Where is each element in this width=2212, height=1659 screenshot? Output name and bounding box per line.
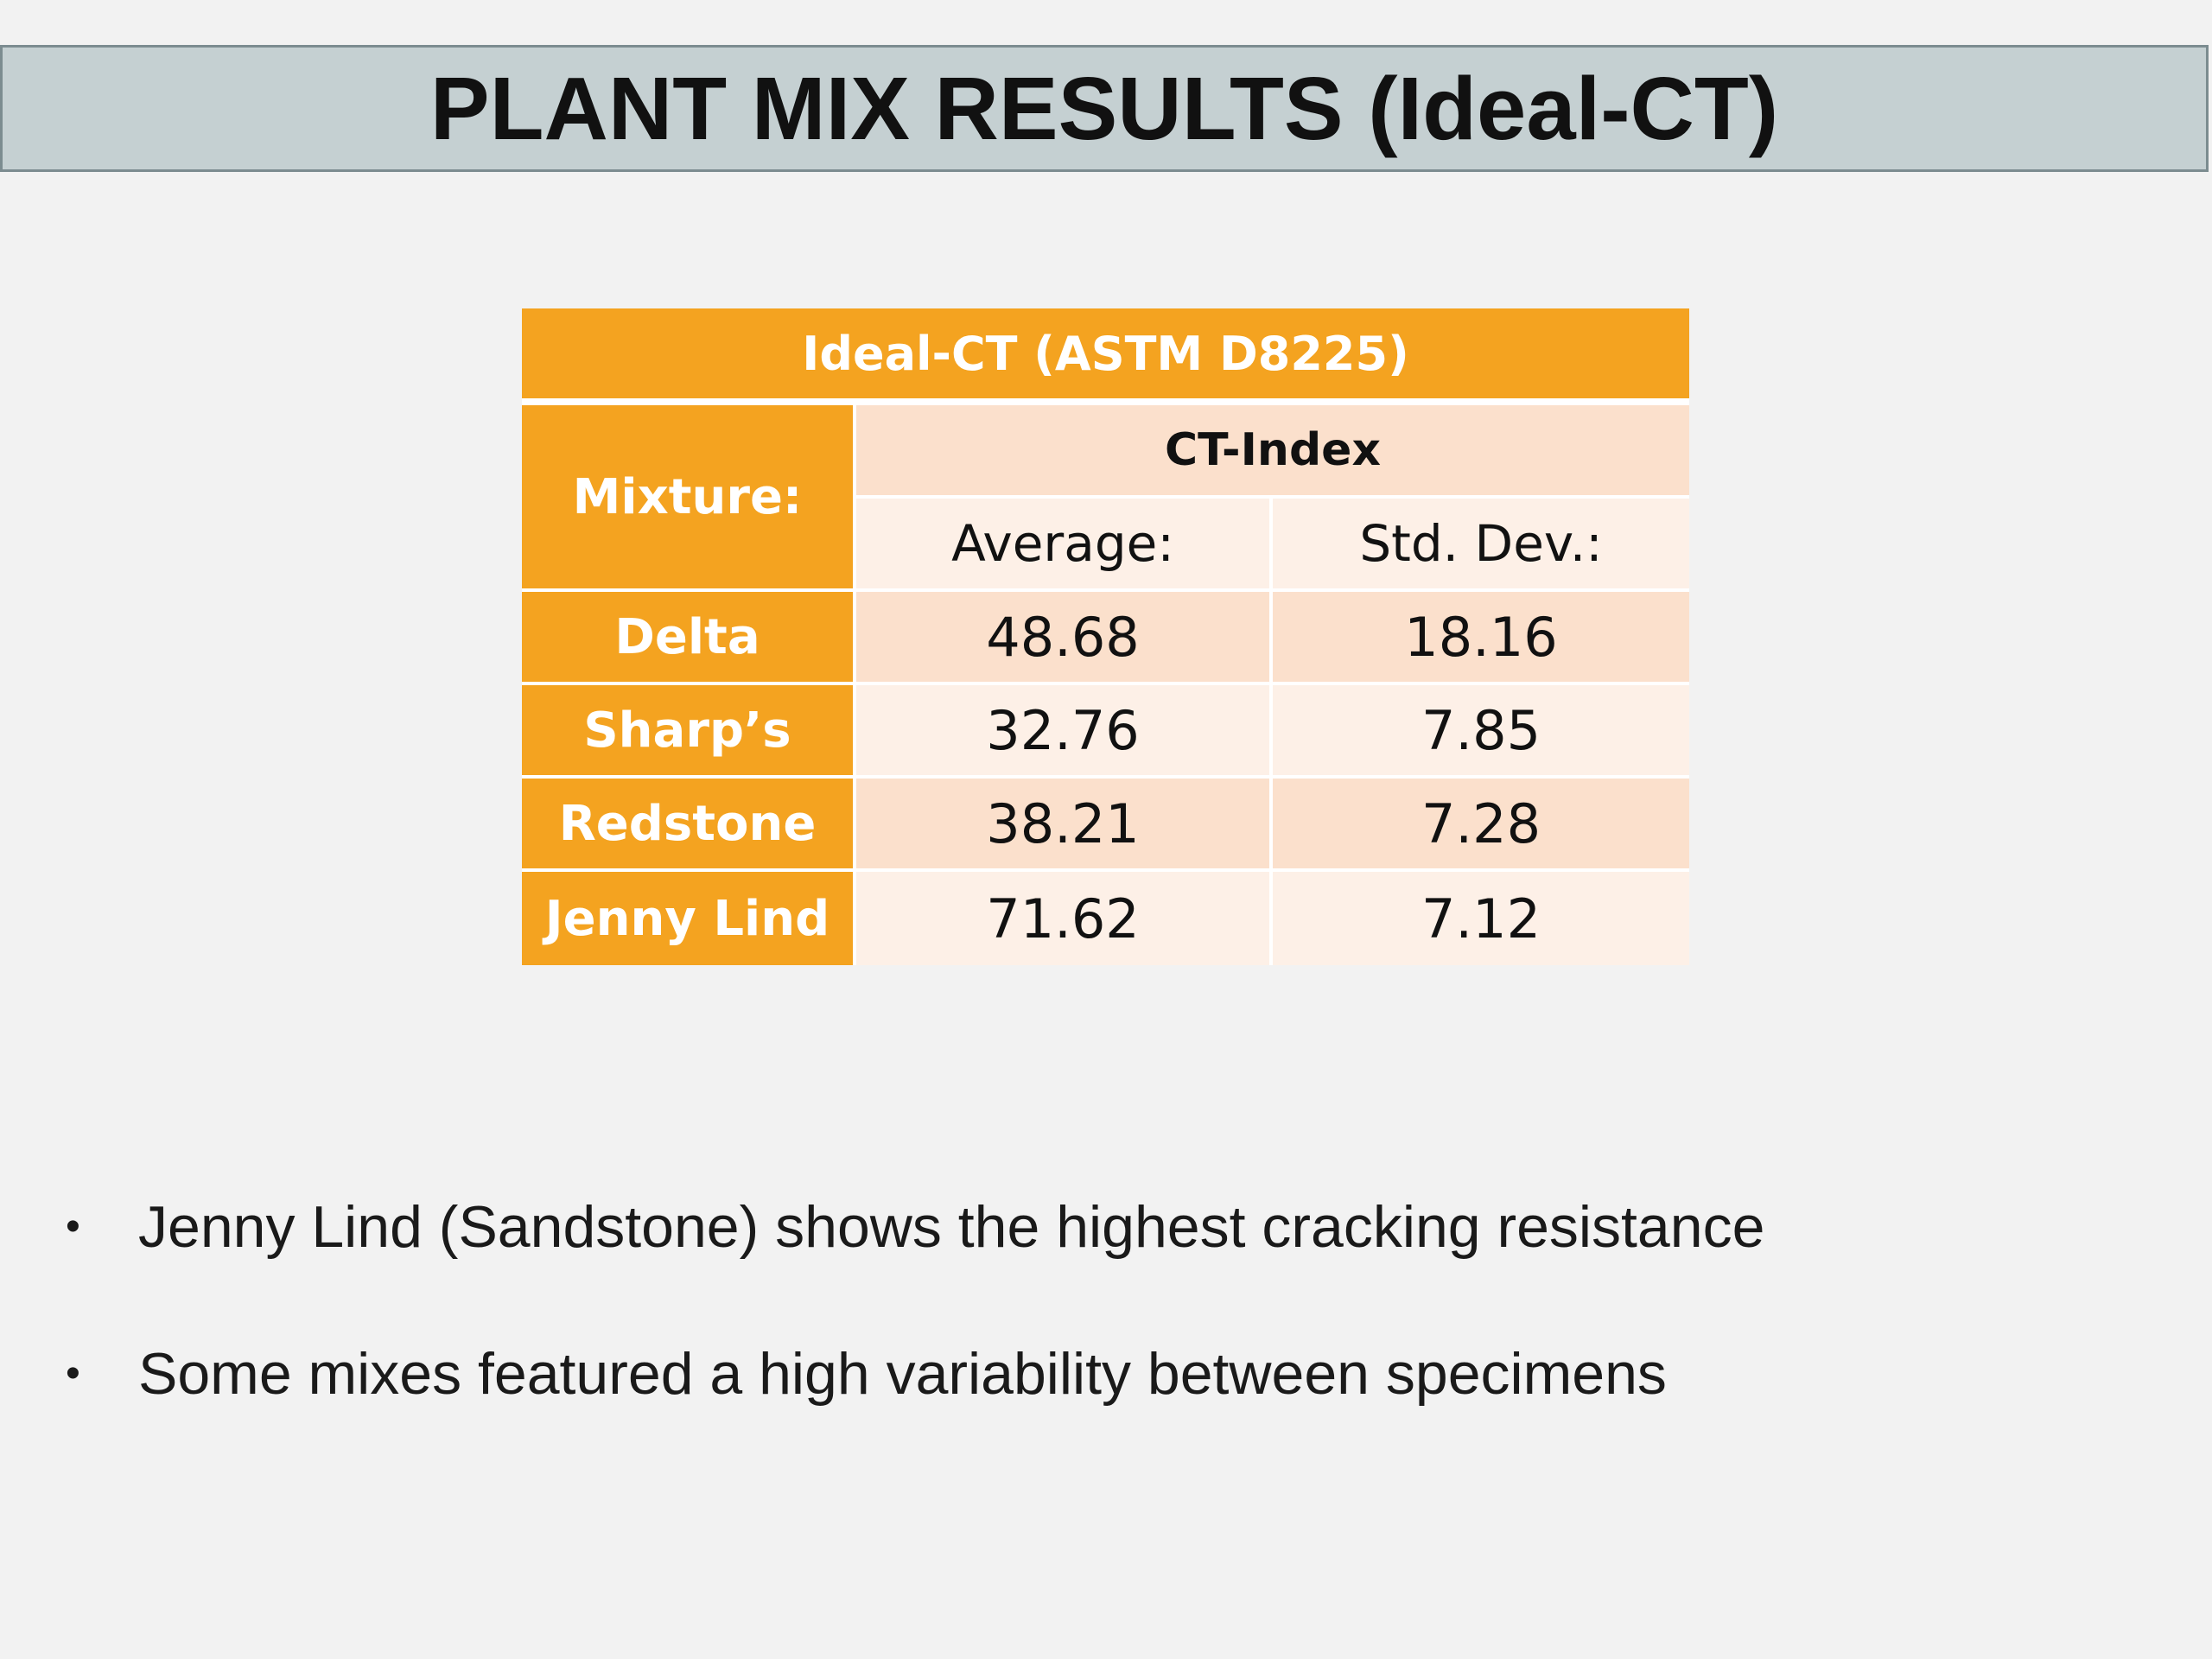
slide-title-bar: PLANT MIX RESULTS (Ideal-CT): [0, 45, 2209, 172]
mixture-column-header: Mixture:: [522, 405, 856, 592]
table-row: Redstone 38.21 7.28: [522, 779, 1690, 872]
table-row: Delta 48.68 18.16: [522, 592, 1690, 685]
table-row: Sharp’s 32.76 7.85: [522, 685, 1690, 779]
average-column-header: Average:: [856, 499, 1273, 592]
average-value: 38.21: [856, 779, 1273, 872]
average-value: 32.76: [856, 685, 1273, 779]
average-value: 71.62: [856, 872, 1273, 965]
std-dev-value: 7.12: [1273, 872, 1690, 965]
bullet-text: Some mixes featured a high variability b…: [138, 1341, 1667, 1407]
bullet-text: Jenny Lind (Sandstone) shows the highest…: [138, 1194, 1765, 1260]
mixture-name: Redstone: [522, 779, 856, 872]
bullet-dot-icon: •: [66, 1204, 80, 1249]
table-caption: Ideal-CT (ASTM D8225): [522, 308, 1690, 405]
std-dev-column-header: Std. Dev.:: [1273, 499, 1690, 592]
average-value: 48.68: [856, 592, 1273, 685]
mixture-name: Jenny Lind: [522, 872, 856, 965]
mixture-name: Sharp’s: [522, 685, 856, 779]
slide-title: PLANT MIX RESULTS (Ideal-CT): [429, 58, 1779, 158]
bullet-item: • Some mixes featured a high variability…: [60, 1339, 2134, 1408]
std-dev-value: 7.28: [1273, 779, 1690, 872]
mixture-name: Delta: [522, 592, 856, 685]
std-dev-value: 7.85: [1273, 685, 1690, 779]
bullet-item: • Jenny Lind (Sandstone) shows the highe…: [60, 1192, 2134, 1262]
ct-index-table: Ideal-CT (ASTM D8225) Mixture: CT-Index …: [522, 308, 1690, 965]
bullet-dot-icon: •: [66, 1351, 80, 1396]
std-dev-value: 18.16: [1273, 592, 1690, 685]
bullet-list: • Jenny Lind (Sandstone) shows the highe…: [60, 1192, 2134, 1486]
ct-index-group-header: CT-Index: [856, 405, 1690, 499]
table-row: Jenny Lind 71.62 7.12: [522, 872, 1690, 965]
